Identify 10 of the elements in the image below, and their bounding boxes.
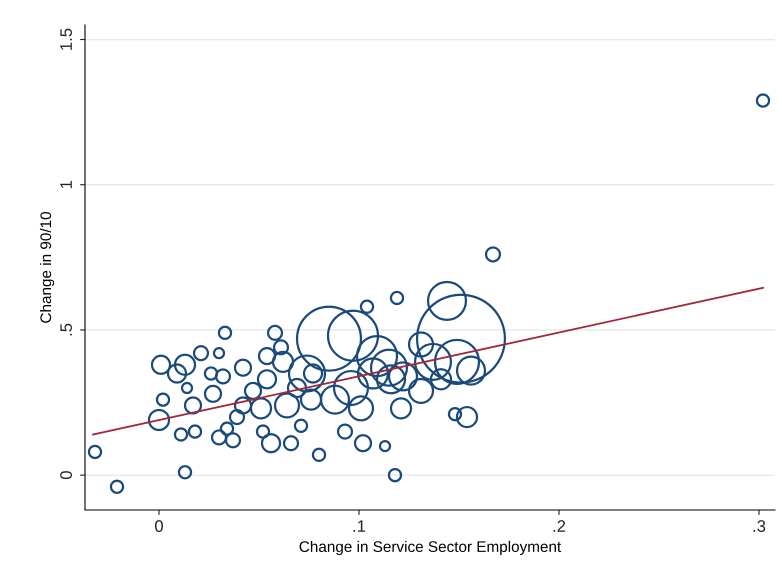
y-axis-title: Change in 90/10 xyxy=(40,212,54,323)
y-tick-label: 1.5 xyxy=(60,28,72,50)
x-tick-label: 0 xyxy=(155,520,163,532)
y-tick-label: 0 xyxy=(60,471,72,480)
y-tick-label: .5 xyxy=(60,324,72,336)
x-tick-label: .2 xyxy=(554,520,566,532)
y-tick-label: 1 xyxy=(60,180,72,188)
x-tick-label: .3 xyxy=(754,520,766,532)
x-axis-title: Change in Service Sector Employment xyxy=(300,540,562,556)
x-tick-label: .1 xyxy=(354,520,366,532)
